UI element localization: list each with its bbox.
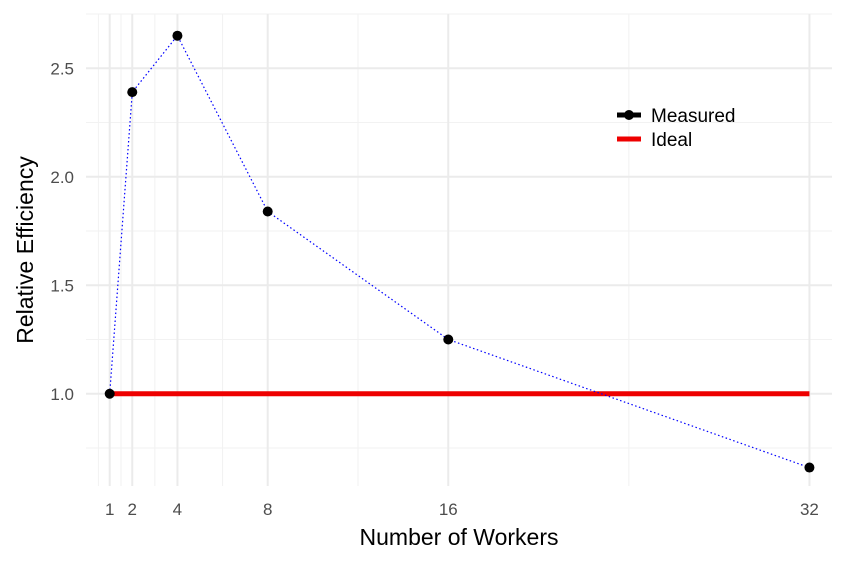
x-tick-label: 32 (800, 500, 819, 519)
measured-point-4 (172, 30, 183, 41)
legend-label-ideal: Ideal (651, 130, 692, 151)
y-tick-label: 1.0 (50, 385, 74, 404)
legend-label-measured: Measured (651, 106, 736, 127)
legend-item-measured: Measured (617, 106, 736, 127)
legend-item-ideal: Ideal (617, 130, 692, 151)
measured-point-1 (104, 388, 115, 399)
x-tick-label: 1 (105, 500, 114, 519)
x-tick-labels: 1 2 4 8 16 32 (105, 500, 819, 519)
x-axis-title: Number of Workers (360, 524, 559, 550)
measured-point-32 (804, 462, 815, 473)
y-axis-title: Relative Efficiency (12, 156, 38, 344)
minor-gridlines (86, 13, 832, 486)
x-tick-label: 4 (173, 500, 182, 519)
legend-key-measured-point (624, 110, 634, 120)
series-layer (104, 30, 815, 473)
x-tick-label: 8 (263, 500, 272, 519)
measured-point-16 (443, 334, 454, 345)
major-gridlines (86, 14, 832, 486)
y-tick-label: 1.5 (50, 276, 74, 295)
y-tick-label: 2.0 (50, 168, 74, 187)
measured-point-2 (127, 87, 138, 98)
y-tick-label: 2.5 (50, 59, 74, 78)
x-tick-label: 2 (128, 500, 137, 519)
y-tick-labels: 1.0 1.5 2.0 2.5 (50, 59, 74, 404)
legend: Measured Ideal (617, 106, 736, 151)
measured-point-8 (262, 206, 273, 217)
x-tick-label: 16 (439, 500, 458, 519)
measured-series-line (109, 34, 810, 469)
